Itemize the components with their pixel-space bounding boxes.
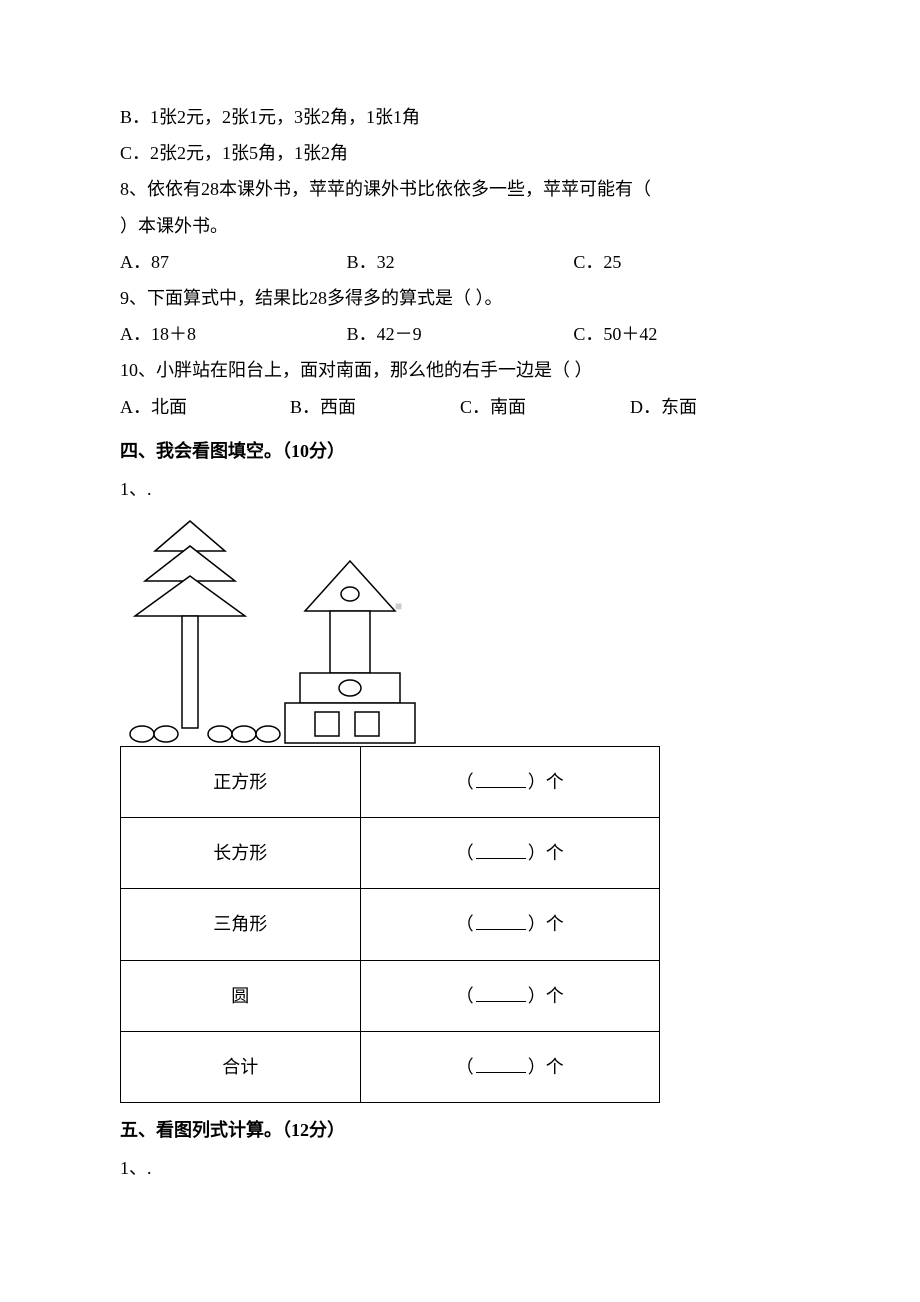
blank-fill: [476, 1072, 526, 1073]
q10-options-row: A．北面 B．西面 C．南面 D．东面: [120, 390, 800, 424]
circle-shape: [341, 587, 359, 601]
square-shape: [355, 712, 379, 736]
triangle-shape: [305, 561, 395, 611]
q10-option-a: A．北面: [120, 390, 290, 424]
table-row: 长方形（）个: [121, 818, 660, 889]
q9-option-b: B．42－9: [347, 317, 574, 351]
q8-option-a: A．87: [120, 245, 347, 279]
q10-option-b: B．西面: [290, 390, 460, 424]
table-row: 正方形（）个: [121, 747, 660, 818]
q8-options-row: A．87 B．32 C．25: [120, 245, 800, 279]
table-row: 合计（）个: [121, 1031, 660, 1102]
q9-option-c: C．50＋42: [573, 317, 800, 351]
blank-fill: [476, 929, 526, 930]
circle-shape: [208, 726, 232, 742]
q7-option-b: B．1张2元，2张1元，3张2角，1张1角: [120, 100, 800, 134]
circle-shape: [339, 680, 361, 696]
shapes-figure: 正方形（）个长方形（）个三角形（）个圆（）个合计（）个: [120, 516, 800, 1103]
blank-fill: [476, 1001, 526, 1002]
shape-label-cell: 长方形: [121, 818, 361, 889]
shape-count-cell: （）个: [360, 960, 660, 1031]
square-shape: [315, 712, 339, 736]
section5-item1: 1、.: [120, 1151, 800, 1185]
circle-shape: [130, 726, 154, 742]
shape-count-table: 正方形（）个长方形（）个三角形（）个圆（）个合计（）个: [120, 746, 660, 1103]
shape-label-cell: 圆: [121, 960, 361, 1031]
q9-option-a: A．18＋8: [120, 317, 347, 351]
shape-count-cell: （）个: [360, 889, 660, 960]
shapes-svg: [120, 516, 420, 746]
q9-text: 9、下面算式中，结果比28多得多的算式是（ ）。: [120, 281, 800, 315]
q10-option-d: D．东面: [630, 390, 800, 424]
table-row: 圆（）个: [121, 960, 660, 1031]
q8-option-b: B．32: [347, 245, 574, 279]
shape-label-cell: 合计: [121, 1031, 361, 1102]
rectangle-shape: [285, 703, 415, 743]
q10-option-c: C．南面: [460, 390, 630, 424]
q8-text-line2: ）本课外书。: [120, 209, 800, 243]
shape-count-cell: （）个: [360, 1031, 660, 1102]
shape-label-cell: 三角形: [121, 889, 361, 960]
q8-option-c: C．25: [573, 245, 800, 279]
circle-shape: [256, 726, 280, 742]
q7-option-c: C．2张2元，1张5角，1张2角: [120, 136, 800, 170]
shape-count-cell: （）个: [360, 747, 660, 818]
circle-shape: [154, 726, 178, 742]
rectangle-shape: [330, 611, 370, 673]
q9-options-row: A．18＋8 B．42－9 C．50＋42: [120, 317, 800, 351]
section4-title: 四、我会看图填空。（10分）: [120, 434, 800, 468]
q8-text-line1: 8、依依有28本课外书，苹苹的课外书比依依多一些，苹苹可能有（: [120, 172, 800, 206]
section5-title: 五、看图列式计算。（12分）: [120, 1113, 800, 1147]
watermark-text: ■: [395, 595, 402, 618]
shape-count-cell: （）个: [360, 818, 660, 889]
table-row: 三角形（）个: [121, 889, 660, 960]
rectangle-shape: [182, 616, 198, 728]
blank-fill: [476, 858, 526, 859]
section4-item1: 1、.: [120, 472, 800, 506]
blank-fill: [476, 787, 526, 788]
triangle-shape: [135, 576, 245, 616]
shape-label-cell: 正方形: [121, 747, 361, 818]
q10-text: 10、小胖站在阳台上，面对南面，那么他的右手一边是（ ）: [120, 353, 800, 387]
circle-shape: [232, 726, 256, 742]
